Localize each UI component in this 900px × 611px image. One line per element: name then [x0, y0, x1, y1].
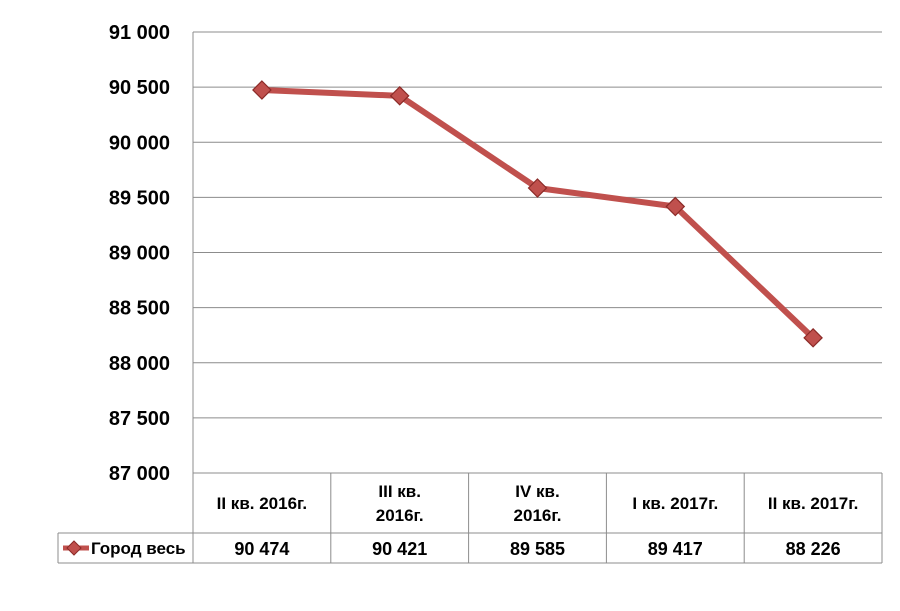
data-point-marker	[527, 178, 548, 198]
legend-label: Город весь	[91, 539, 186, 558]
data-point-marker	[803, 327, 823, 348]
value-label: 90 421	[372, 539, 427, 559]
y-tick-label: 89 000	[109, 243, 170, 265]
data-point-marker	[252, 80, 272, 100]
grid-lines	[192, 31, 882, 474]
series-line	[258, 86, 817, 341]
category-label: III кв.	[378, 482, 421, 501]
value-labels: 90 474 90 421 89 585 89 417 88 226	[234, 539, 840, 559]
data-table	[57, 473, 883, 564]
category-label: II кв. 2016г.	[217, 494, 308, 513]
category-label: 2016г.	[376, 506, 424, 525]
category-label: IV кв.	[515, 482, 559, 501]
y-tick-label: 90 000	[109, 132, 170, 154]
value-label: 89 585	[510, 539, 565, 559]
category-labels: II кв. 2016г. III кв. 2016г. IV кв. 2016г. I …	[217, 482, 859, 525]
data-point-marker	[389, 85, 410, 106]
series-polyline	[258, 86, 817, 341]
y-tick-label: 90 500	[109, 77, 170, 99]
y-tick-label: 87 000	[109, 463, 170, 485]
y-tick-label: 88 000	[109, 353, 170, 375]
legend: Город весь	[63, 539, 186, 558]
series-markers	[252, 80, 823, 348]
y-tick-label: 88 500	[109, 298, 170, 320]
value-label: 89 417	[648, 539, 703, 559]
y-tick-label: 89 500	[109, 187, 170, 209]
value-label: 88 226	[786, 539, 841, 559]
y-axis-tick-labels: 91 000 90 500 90 000 89 500 89 000 88 500 88 0…	[109, 22, 170, 485]
category-label: II кв. 2017г.	[768, 494, 859, 513]
legend-diamond-marker	[66, 540, 82, 556]
category-label: I кв. 2017г.	[632, 494, 718, 513]
y-tick-label: 91 000	[109, 22, 170, 44]
value-label: 90 474	[234, 539, 289, 559]
y-tick-label: 87 500	[109, 408, 170, 430]
category-label: 2016г.	[514, 506, 562, 525]
data-point-marker	[665, 196, 686, 217]
